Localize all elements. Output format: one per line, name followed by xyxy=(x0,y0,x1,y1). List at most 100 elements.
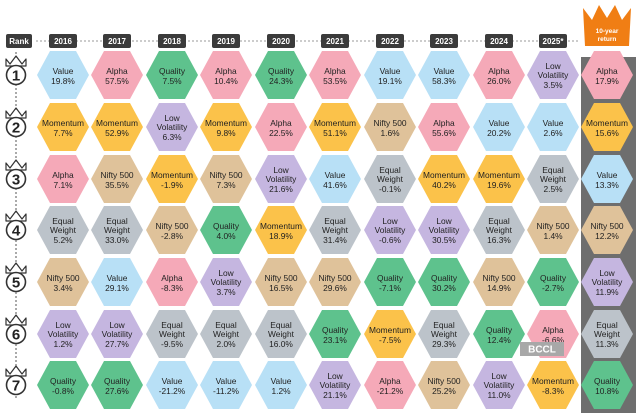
cell-return-value: -0.8% xyxy=(52,386,74,396)
cell-factor-name-line: Nifty 500 xyxy=(209,170,242,180)
cell-factor-name-line: Quality xyxy=(50,376,77,386)
cell-factor-name: Nifty 500 xyxy=(482,273,515,283)
cell-factor-name-line: Nifty 500 xyxy=(536,221,569,231)
cell-factor-name: Momentum xyxy=(532,376,574,386)
cell-hexagon xyxy=(91,155,143,203)
cell-hexagon xyxy=(473,361,525,409)
cell-return-value: 3.5% xyxy=(543,80,563,90)
cell-factor-name: Value xyxy=(216,376,237,386)
cell-return-value: 52.9% xyxy=(105,128,129,138)
cell-hexagon xyxy=(473,206,525,254)
cell-hexagon xyxy=(581,51,633,99)
cell-factor-name-line: Weight xyxy=(159,329,186,339)
cell-factor-name-line: Alpha xyxy=(596,66,618,76)
watermark-bg xyxy=(520,342,564,356)
cell-factor-name: Value xyxy=(597,170,618,180)
cell-hexagon xyxy=(364,155,416,203)
cell-factor-name: Nifty 500 xyxy=(209,170,242,180)
cell-return-value: 35.5% xyxy=(105,180,129,190)
cell-return-value: -7.1% xyxy=(379,283,401,293)
cell-2022-rank-7: Alpha-21.2% xyxy=(364,361,416,409)
cell-return-value: 30.5% xyxy=(432,235,456,245)
cell-return-value: 9.8% xyxy=(216,128,236,138)
cell-hexagon xyxy=(418,51,470,99)
cell-hexagon xyxy=(255,310,307,358)
cell-2022-rank-5: Quality-7.1% xyxy=(364,258,416,306)
cell-return-value: 16.5% xyxy=(269,283,293,293)
cell-hexagon xyxy=(200,103,252,151)
cell-return-value: 14.9% xyxy=(487,283,511,293)
ten-year-label: 10-year return xyxy=(596,28,619,43)
cell-factor-name-line: Volatility xyxy=(211,277,243,287)
cell-hexagon xyxy=(418,361,470,409)
cell-factor-name-line: Weight xyxy=(268,329,295,339)
cell-return-value: 3.7% xyxy=(216,287,236,297)
cell-hexagon xyxy=(255,51,307,99)
cell-return-value: 25.2% xyxy=(432,386,456,396)
crown-icon xyxy=(5,210,27,222)
cell-factor-name: Low Volatility xyxy=(157,113,189,132)
rank-circle xyxy=(5,219,27,241)
cell-hexagon xyxy=(581,206,633,254)
cell-return-value: 58.3% xyxy=(432,76,456,86)
cell-factor-name-line: Value xyxy=(271,376,292,386)
cell-hexagon xyxy=(527,258,579,306)
cell-factor-name-line: Low xyxy=(55,320,71,330)
rank-number: 3 xyxy=(12,172,20,189)
cell-return-value: 55.6% xyxy=(432,128,456,138)
cell-hexagon xyxy=(581,103,633,151)
cell-2018-rank-3: Momentum-1.9% xyxy=(146,155,198,203)
cell-return-value: 27.7% xyxy=(105,339,129,349)
cell-hexagon xyxy=(255,258,307,306)
year-header-2019: 2019 xyxy=(212,34,240,48)
cell-return-value: 21.6% xyxy=(269,184,293,194)
cell-return-value: 41.6% xyxy=(323,180,347,190)
cell-factor-name: Equal Weight xyxy=(540,165,567,184)
cell-return-value: 7.5% xyxy=(162,76,182,86)
cell-return-value: 51.1% xyxy=(323,128,347,138)
cell-hexagon xyxy=(37,51,89,99)
rank-circle xyxy=(5,323,27,345)
cell-2022-rank-4: Low Volatility-0.6% xyxy=(364,206,416,254)
rank-badge-3: 3 xyxy=(5,159,27,190)
cell-hexagon xyxy=(146,361,198,409)
rank-number: 6 xyxy=(12,327,20,344)
rank-circle xyxy=(5,168,27,190)
cell-factor-name-line: Quality xyxy=(594,376,621,386)
cell-return-value: 5.2% xyxy=(53,235,73,245)
cell-hexagon xyxy=(91,103,143,151)
cell-factor-name-line: Equal xyxy=(270,320,292,330)
cell-factor-name-line: Momentum xyxy=(532,376,574,386)
rank-number: 7 xyxy=(12,378,20,395)
cell-return-value: 26.0% xyxy=(487,76,511,86)
cell-hexagon xyxy=(37,103,89,151)
rank-number: 1 xyxy=(12,68,20,85)
cell-factor-name: Quality xyxy=(268,66,295,76)
cell-return-value: -6.6% xyxy=(542,335,564,345)
cell-hexagon xyxy=(473,258,525,306)
cell-hexagon xyxy=(527,361,579,409)
cell-hexagon xyxy=(146,258,198,306)
cell-2025-rank-5: Quality-2.7% xyxy=(527,258,579,306)
year-header-2021: 2021 xyxy=(321,34,349,48)
cell-factor-name: Alpha xyxy=(324,66,346,76)
cell-factor-name-line: Weight xyxy=(431,329,458,339)
cell-hexagon xyxy=(37,155,89,203)
year-header-2018: 2018 xyxy=(158,34,186,48)
cell-return-value: 16.0% xyxy=(269,339,293,349)
cell-hexagon xyxy=(581,310,633,358)
